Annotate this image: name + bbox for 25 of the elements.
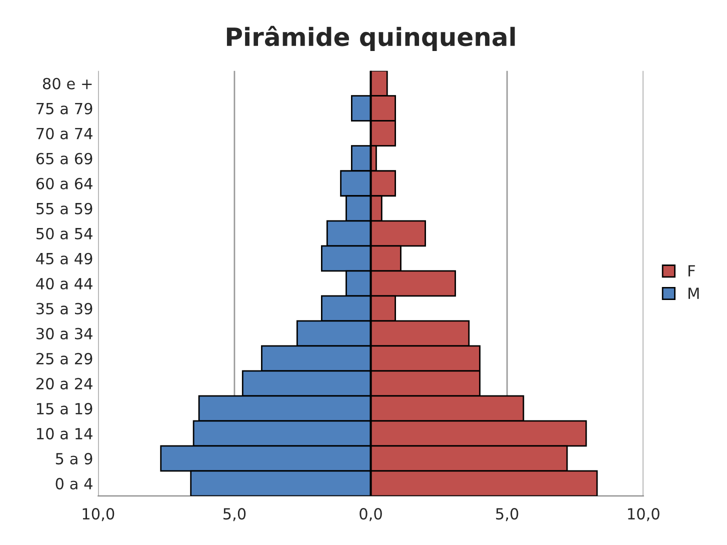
x-tick-label: 5,0 (496, 508, 518, 522)
y-tick-label: 45 a 49 (36, 252, 92, 264)
x-tick-label: 10,0 (82, 508, 114, 522)
y-tick-label: 65 a 69 (36, 152, 92, 164)
y-tick-label: 40 a 44 (36, 278, 92, 290)
y-tick-label: 10 a 14 (37, 428, 92, 440)
y-tick-label: 55 a 59 (36, 202, 92, 214)
x-tick-label: 0,0 (360, 508, 382, 522)
y-tick-label: 60 a 64 (36, 178, 92, 190)
y-tick-label: 30 a 34 (36, 328, 92, 340)
y-tick-label: 5 a 9 (56, 452, 92, 464)
chart-title: Pirâmide quinquenal (226, 26, 515, 52)
y-tick-label: 75 a 79 (36, 102, 92, 114)
y-tick-label: 25 a 29 (36, 352, 92, 364)
y-tick-label: 80 e + (42, 78, 92, 90)
y-tick-label: 50 a 54 (36, 228, 92, 240)
y-tick-label: 0 a 4 (56, 478, 92, 490)
legend-label: F (688, 265, 695, 276)
legend-label: M (688, 288, 699, 299)
y-tick-label: 20 a 24 (36, 378, 92, 390)
y-tick-label: 70 a 74 (36, 128, 92, 140)
x-tick-label: 5,0 (223, 508, 246, 522)
y-tick-label: 35 a 39 (36, 302, 92, 314)
y-tick-label: 15 a 19 (37, 402, 92, 414)
x-tick-label: 10,0 (628, 508, 660, 522)
